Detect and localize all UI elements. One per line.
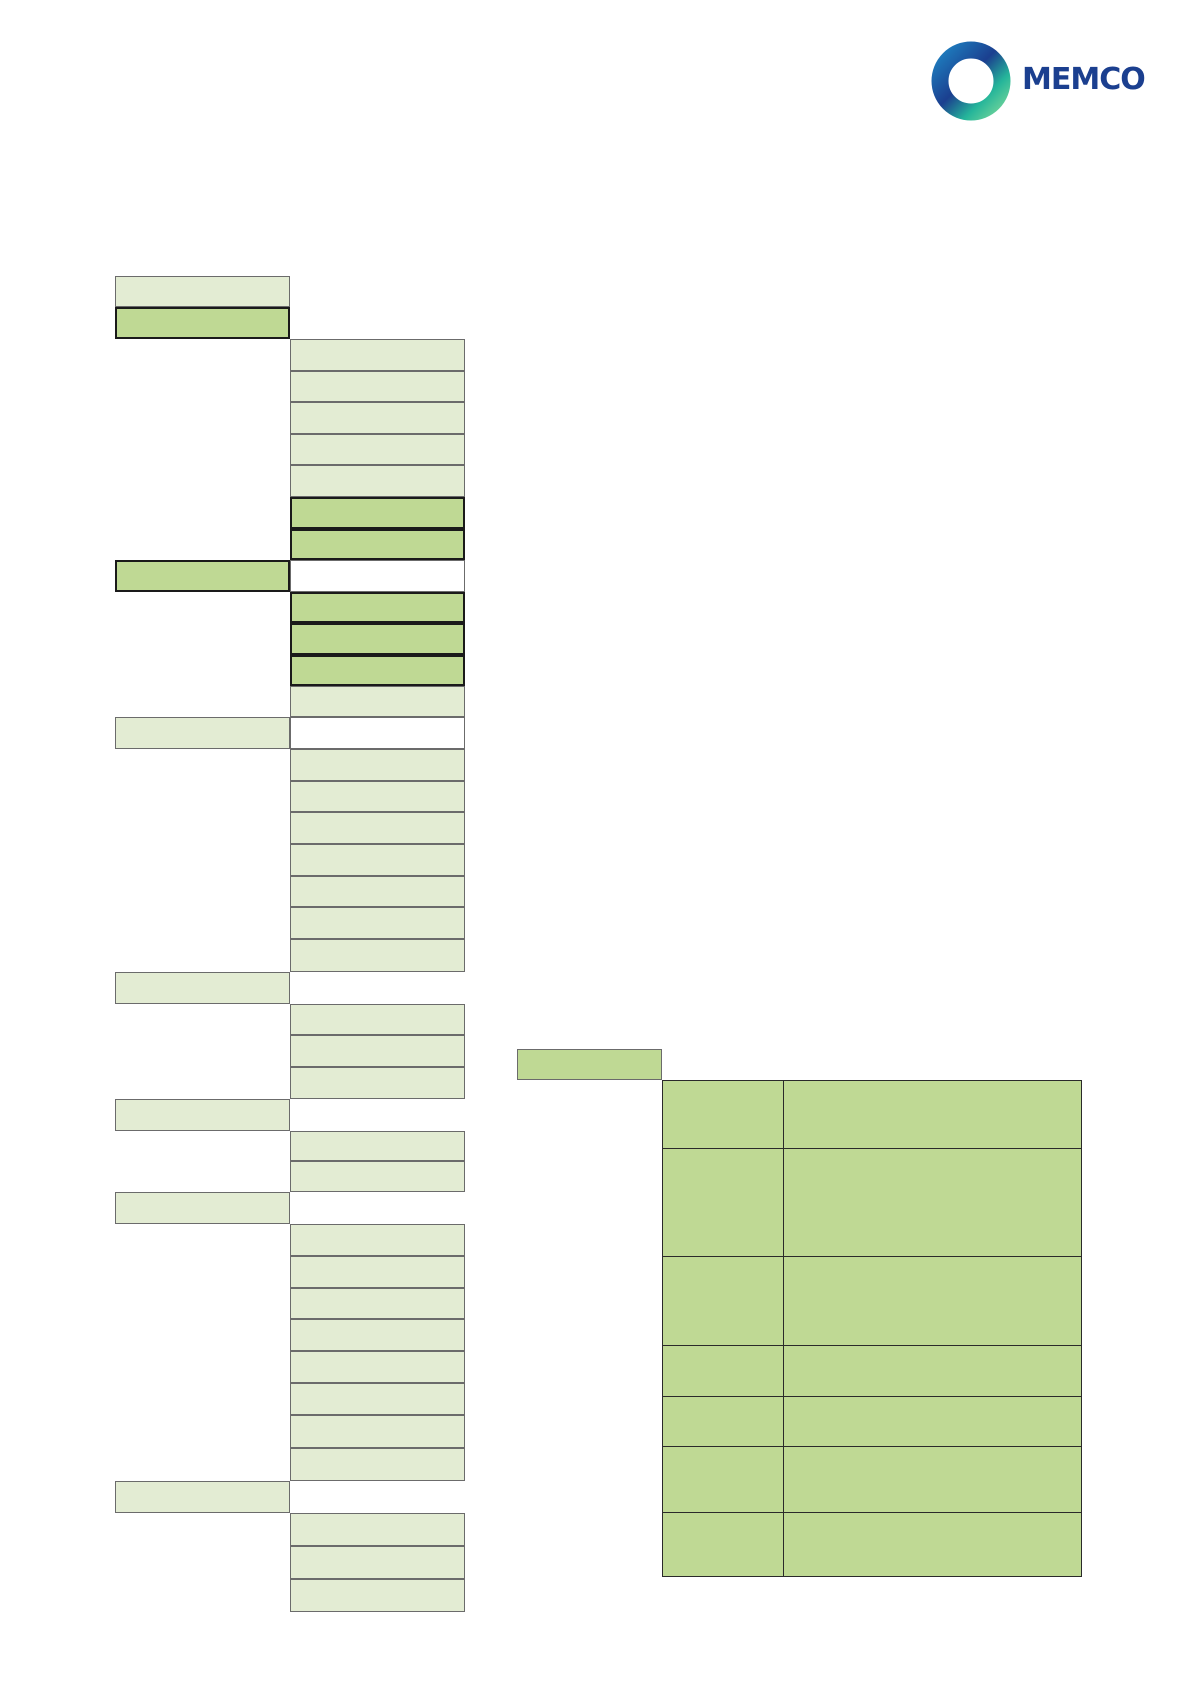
tree-level2-cell [290,1579,465,1612]
tree-level1-cell [115,307,290,339]
tree-level2-cell [290,1351,465,1383]
tree-level2-cell [290,781,465,812]
tree-level2-cell [290,465,465,497]
tree-level2-cell [290,907,465,939]
tree-level2-cell [290,1161,465,1192]
tree-level2-cell [290,402,465,434]
tree-level2-cell [290,623,465,655]
tree-level2-cell [290,1319,465,1351]
definitions-table [662,1080,1082,1577]
table-cell [784,1257,1081,1345]
tree-level2-cell [290,844,465,876]
tree-level2-cell [290,749,465,781]
tree-level2-cell [290,1546,465,1579]
tree-level2-cell [290,371,465,402]
tree-level2-cell [290,1035,465,1067]
table-cell [663,1257,784,1345]
table-cell [784,1397,1081,1446]
table-header-cell [517,1049,662,1080]
tree-level2-cell [290,876,465,907]
tree-level2-cell [290,497,465,529]
tree-level1-cell [115,1481,290,1513]
tree-level2-cell [290,655,465,686]
tree-level2-cell [290,434,465,465]
table-row [663,1447,1081,1513]
tree-level1-cell [115,560,290,592]
table-row [663,1346,1081,1397]
table-row [663,1081,1081,1149]
tree-level2-cell [290,1224,465,1256]
tree-level2-cell [290,1131,465,1161]
tree-level2-cell [290,939,465,972]
table-cell [663,1397,784,1446]
tree-level2-cell [290,560,465,592]
memco-ring-icon [931,41,1011,121]
tree-level2-cell [290,339,465,371]
tree-level2-cell [290,1448,465,1481]
tree-level2-cell [290,1067,465,1099]
table-cell [663,1081,784,1148]
memco-logo: MEMCO [930,40,1146,124]
tree-level2-cell [290,1288,465,1319]
table-cell [784,1149,1081,1256]
table-row [663,1149,1081,1257]
table-cell [663,1346,784,1396]
tree-level1-cell [115,972,290,1004]
tree-level1-cell [115,276,290,307]
tree-level2-cell [290,1383,465,1415]
tree-level1-cell [115,1192,290,1224]
memco-wordmark: MEMCO [1022,62,1146,97]
tree-level2-cell [290,812,465,844]
tree-level2-cell [290,686,465,717]
table-row [663,1397,1081,1447]
tree-level2-cell [290,1256,465,1288]
table-cell [784,1513,1081,1577]
tree-level2-cell [290,592,465,623]
table-cell [663,1447,784,1512]
table-cell [784,1447,1081,1512]
tree-level2-cell [290,1415,465,1448]
table-cell [663,1149,784,1256]
tree-level1-cell [115,717,290,749]
tree-level2-cell [290,717,465,749]
table-cell [784,1081,1081,1148]
tree-level2-cell [290,1004,465,1035]
table-row [663,1257,1081,1346]
table-cell [784,1346,1081,1396]
table-cell [663,1513,784,1577]
table-row [663,1513,1081,1577]
tree-level1-cell [115,1099,290,1131]
tree-level2-cell [290,1513,465,1546]
tree-level2-cell [290,529,465,560]
